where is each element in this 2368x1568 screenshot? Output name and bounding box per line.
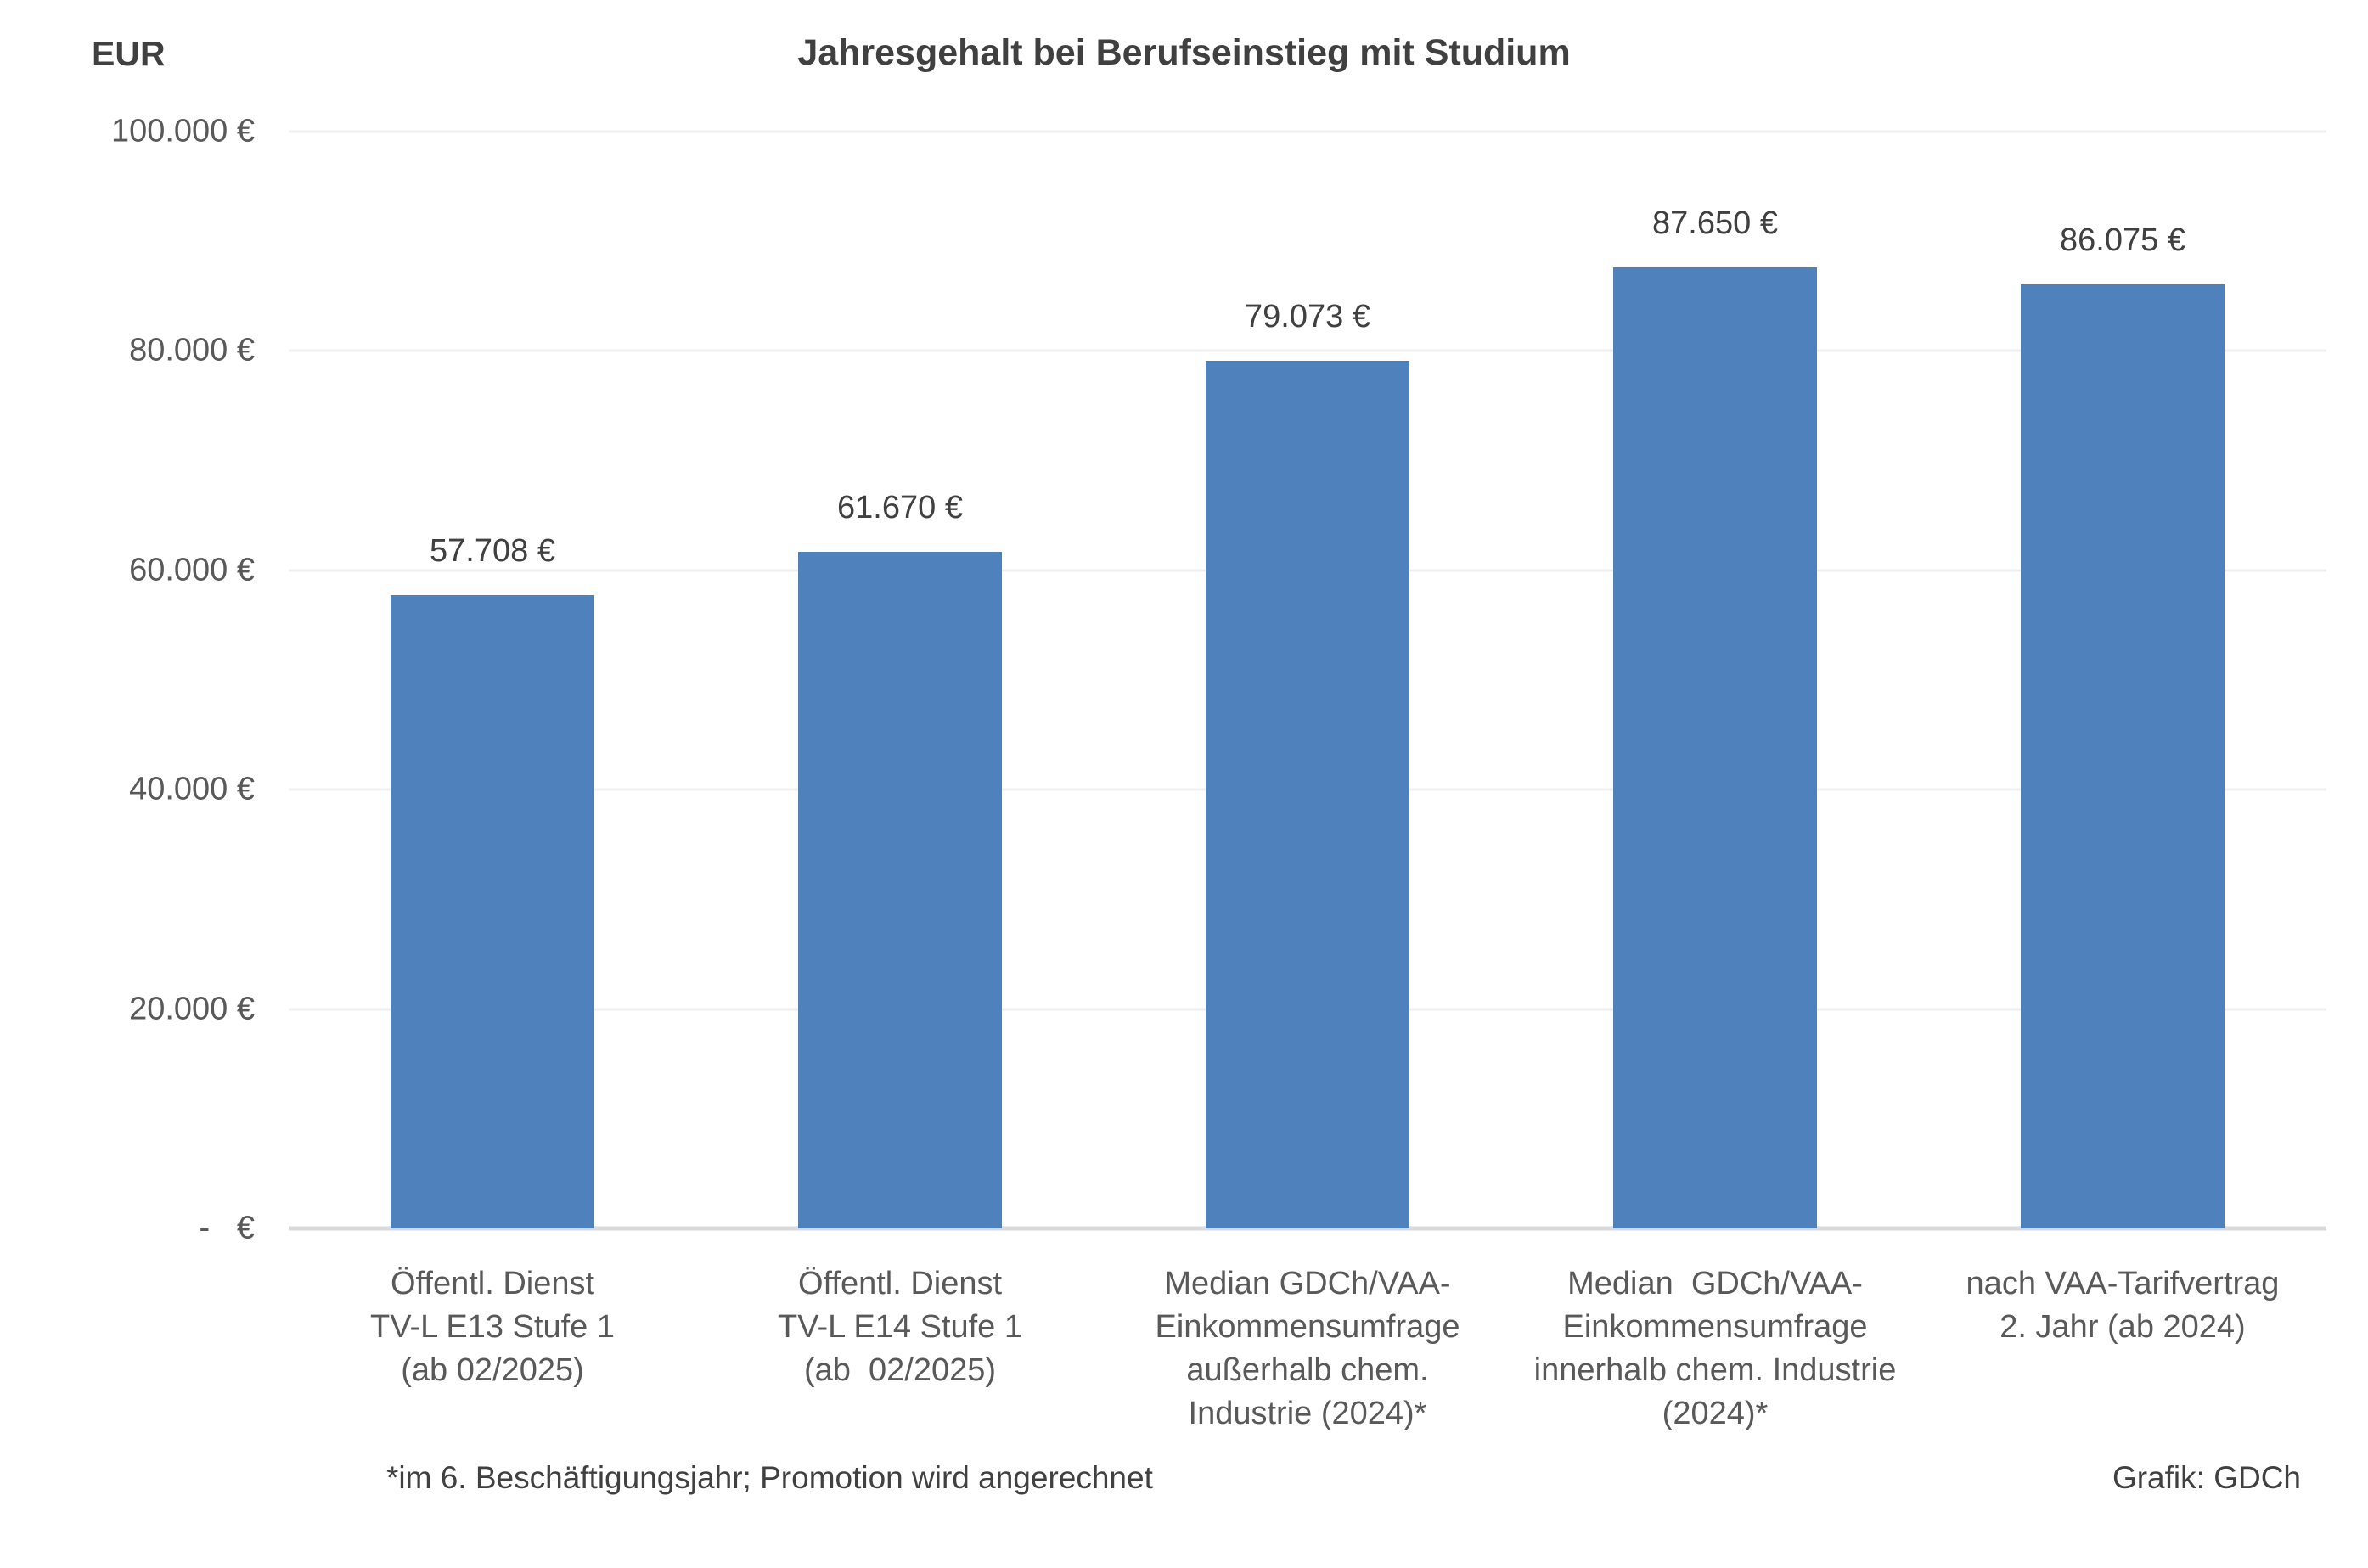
bar-slot: 86.075 € (1919, 132, 2326, 1228)
x-axis-category-labels: Öffentl. Dienst TV-L E13 Stufe 1 (ab 02/20… (289, 1262, 2326, 1436)
category-label: nach VAA-Tarifvertrag 2. Jahr (ab 2024) (1919, 1262, 2326, 1436)
category-label-line: Einkommensumfrage (1562, 1309, 1868, 1345)
bar-slot: 57.708 € (289, 132, 696, 1228)
gridline (289, 130, 2326, 133)
bar (1613, 267, 1817, 1228)
bar-slot: 87.650 € (1511, 132, 1919, 1228)
y-tick-label: 100.000 € (110, 113, 255, 149)
category-label-line: (ab 02/2025) (401, 1352, 584, 1388)
category-label-line: Median GDCh/VAA- (1567, 1266, 1863, 1301)
category-label-line: 2. Jahr (ab 2024) (2000, 1309, 2246, 1345)
plot-area: 57.708 € 61.670 € 79.073 € 87.650 € 86.075 € (289, 130, 2326, 1231)
y-tick-label: - € (199, 1210, 255, 1246)
bar-value-label: 79.073 € (1245, 299, 1370, 335)
y-axis-tick-labels: 100.000 € 80.000 € 60.000 € 40.000 € 20.000 … (25, 114, 255, 1246)
category-label-line: Industrie (2024)* (1188, 1396, 1427, 1431)
bar-slot: 61.670 € (696, 132, 1104, 1228)
bar-value-label: 86.075 € (2060, 222, 2185, 258)
y-tick-label: 20.000 € (129, 991, 255, 1027)
category-label: Median GDCh/VAA- Einkommensumfrage außerha… (1104, 1262, 1511, 1436)
bar (798, 552, 1002, 1228)
category-label-line: TV-L E14 Stufe 1 (778, 1309, 1022, 1345)
y-tick-label: 60.000 € (129, 552, 255, 588)
chart-title: Jahresgehalt bei Berufseinstieg mit Stud… (797, 32, 1571, 73)
y-axis-unit-label: EUR (92, 34, 166, 73)
bar-slot: 79.073 € (1104, 132, 1511, 1228)
bar-value-label: 87.650 € (1652, 205, 1778, 241)
category-label-line: (2024)* (1662, 1396, 1769, 1431)
bar (2021, 284, 2225, 1228)
bar-value-label: 61.670 € (837, 490, 963, 526)
category-label-line: Einkommensumfrage (1155, 1309, 1460, 1345)
y-tick-label: 40.000 € (129, 771, 255, 807)
credit: Grafik: GDCh (2112, 1460, 2301, 1495)
y-tick-label: 80.000 € (129, 332, 255, 368)
bar (1206, 361, 1409, 1228)
category-label-line: (ab 02/2025) (803, 1352, 997, 1388)
category-label-line: nach VAA-Tarifvertrag (1966, 1266, 2280, 1301)
category-label-line: TV-L E13 Stufe 1 (370, 1309, 615, 1345)
category-label: Öffentl. Dienst TV-L E14 Stufe 1 (ab 02/20… (696, 1262, 1104, 1436)
category-label-line: innerhalb chem. Industrie (1533, 1352, 1897, 1388)
gridline (289, 349, 2326, 352)
x-axis-baseline (289, 1226, 2326, 1231)
category-label: Median GDCh/VAA- Einkommensumfrage innerha… (1511, 1262, 1919, 1436)
category-label: Öffentl. Dienst TV-L E13 Stufe 1 (ab 02/20… (289, 1262, 696, 1436)
bar (391, 595, 594, 1228)
bar-value-label: 57.708 € (430, 533, 555, 570)
category-label-line: außerhalb chem. (1186, 1352, 1429, 1388)
category-label-line: Öffentl. Dienst (390, 1266, 595, 1301)
category-label-line: Median GDCh/VAA- (1164, 1266, 1451, 1301)
bar-series: 57.708 € 61.670 € 79.073 € 87.650 € 86.075 € (289, 132, 2326, 1228)
category-label-line: Öffentl. Dienst (797, 1266, 1003, 1301)
footnote: *im 6. Beschäftigungsjahr; Promotion wir… (386, 1460, 1153, 1495)
